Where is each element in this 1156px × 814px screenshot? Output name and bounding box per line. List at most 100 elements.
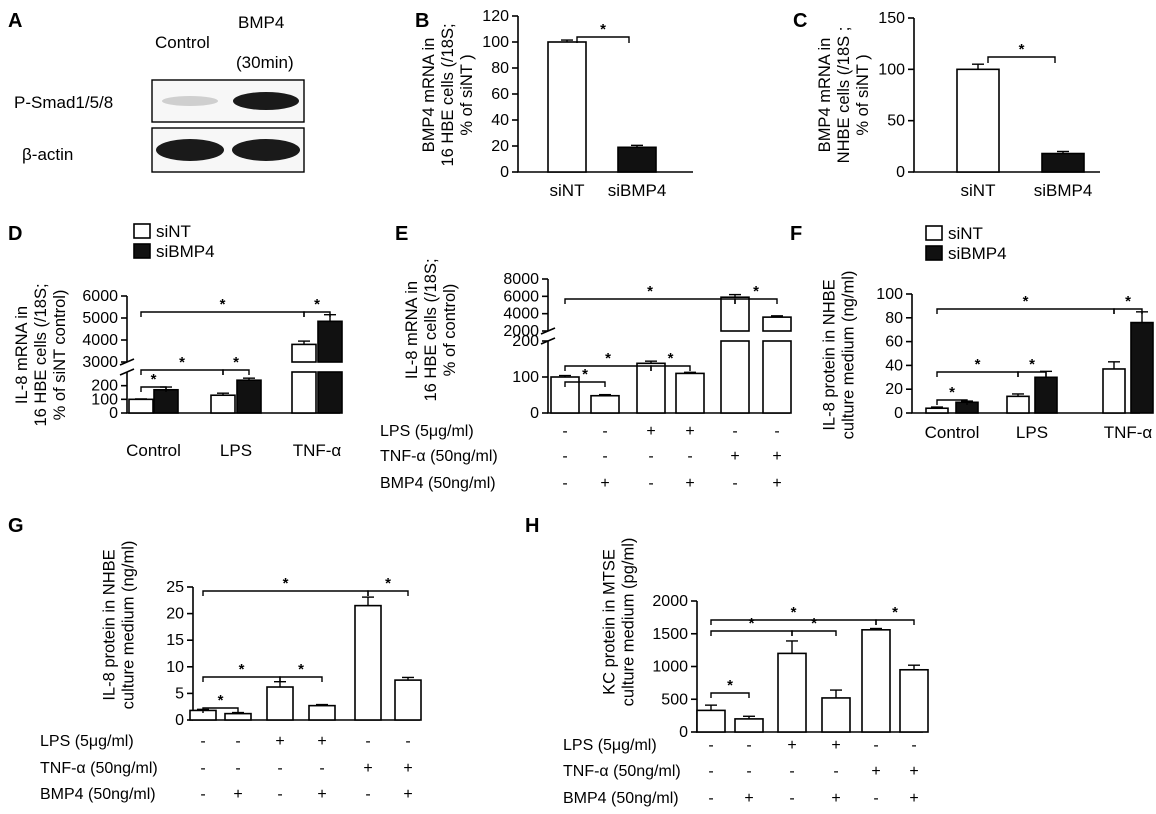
x-label-C-1: siNT — [961, 181, 996, 200]
panel-b-chart: B BMP4 mRNA in 16 HBE cells (/18S;% of siN… — [415, 8, 693, 200]
sig-bracket-D-3-star: * — [233, 354, 239, 371]
sig-bracket-D-4-star: * — [220, 296, 226, 313]
panel-f-chart: F IL-8 protein in NHBE culture medium (ng/… — [790, 223, 1154, 442]
condition-sign-E-3-4: + — [685, 475, 694, 492]
y-tick-label-G-5: 5 — [175, 685, 184, 702]
bar-C-1 — [956, 68, 1000, 173]
bar-F-TNF-α-siBMP4 — [1130, 321, 1154, 414]
condition-sign-E-2-2: - — [602, 448, 607, 465]
y-tick-label-D-3000: 3000 — [82, 354, 118, 371]
bar-H-1 — [696, 709, 726, 733]
sig-bracket-D-1 — [140, 386, 167, 392]
sig-bracket-G-1-star: * — [218, 692, 224, 709]
y-tick-label-H-0: 0 — [679, 724, 688, 741]
bar-D-Control-siBMP4 — [153, 388, 179, 414]
y-tick-label-F-20: 20 — [885, 381, 903, 398]
condition-sign-H-3-1: - — [708, 790, 713, 807]
y-tick-label-E-2000: 2000 — [503, 323, 539, 340]
y-tick-label-B-20: 20 — [491, 138, 509, 155]
y-axis-label-H-line-2: culture medium (pg/ml) — [620, 538, 638, 707]
bar-E-5-lower — [720, 340, 750, 414]
sig-bracket-E-1 — [564, 381, 606, 387]
sig-bracket-E-4-star: * — [647, 283, 653, 300]
condition-sign-G-1-5: - — [365, 733, 370, 750]
condition-label-H-3: BMP4 (50ng/ml) — [563, 790, 679, 807]
condition-sign-H-2-5: + — [871, 763, 880, 780]
condition-sign-E-1-2: - — [602, 423, 607, 440]
y-tick-label-D-200: 200 — [91, 378, 118, 395]
sig-bracket-F-5 — [1113, 308, 1143, 314]
x-label-F-2: LPS — [1016, 423, 1048, 442]
bar-B-1 — [547, 41, 587, 173]
axes-G — [192, 587, 420, 721]
condition-label-H-1: LPS (5μg/ml) — [563, 737, 657, 754]
condition-sign-G-1-4: + — [317, 733, 326, 750]
y-tick-label-D-4000: 4000 — [82, 332, 118, 349]
y-tick-label-E-100: 100 — [512, 369, 539, 386]
sig-bracket-H-1-star: * — [727, 677, 733, 694]
bar-D-LPS-siBMP4 — [236, 379, 262, 414]
bar-G-2 — [224, 712, 252, 721]
y-tick-label-G-15: 15 — [166, 632, 184, 649]
y-axis-label-D-line-2: 16 HBE cells (/18S; — [32, 283, 50, 426]
y-axis-label-E-line-2: 16 HBE cells (/18S; — [422, 258, 440, 401]
panel-letter-a: A — [8, 10, 22, 32]
legend-label-D-2: siBMP4 — [156, 242, 215, 261]
bar-G-6 — [394, 679, 422, 721]
condition-sign-G-3-5: - — [365, 786, 370, 803]
sig-bracket-G-5 — [367, 590, 409, 596]
y-tick-label-B-120: 120 — [482, 8, 509, 25]
bar-D-TNF-α-siBMP4-lower — [317, 371, 343, 414]
legend-swatch-F-2 — [925, 245, 943, 261]
condition-sign-H-1-2: - — [746, 737, 751, 754]
condition-sign-G-3-2: + — [233, 786, 242, 803]
sig-bracket-D-1-star: * — [151, 371, 157, 388]
condition-sign-H-3-5: - — [873, 790, 878, 807]
y-tick-label-F-60: 60 — [885, 334, 903, 351]
sig-bracket-G-2-star: * — [239, 661, 245, 678]
panel-letter-h: H — [525, 515, 539, 537]
x-label-D-2: LPS — [220, 441, 252, 460]
legend-swatch-D-2 — [133, 243, 151, 259]
sig-bracket-H-3 — [791, 630, 837, 636]
condition-label-E-3: BMP4 (50ng/ml) — [380, 475, 496, 492]
x-label-F-1: Control — [925, 423, 980, 442]
blot-row-psmad: P-Smad1/5/8 — [14, 93, 113, 112]
condition-label-H-2: TNF-α (50ng/ml) — [563, 763, 681, 780]
y-tick-label-F-0: 0 — [894, 405, 903, 422]
condition-sign-E-2-3: - — [648, 448, 653, 465]
bar-G-3 — [266, 686, 294, 721]
condition-sign-E-1-5: - — [732, 423, 737, 440]
condition-sign-G-3-3: - — [277, 786, 282, 803]
sig-bracket-G-3-star: * — [298, 661, 304, 678]
y-tick-label-C-0: 0 — [896, 164, 905, 181]
x-label-D-1: Control — [126, 441, 181, 460]
bar-G-4 — [308, 704, 336, 721]
panel-letter-e: E — [395, 223, 408, 245]
y-tick-label-D-5000: 5000 — [82, 310, 118, 327]
sig-bracket-D-5-star: * — [314, 296, 320, 313]
condition-sign-E-3-5: - — [732, 475, 737, 492]
sig-bracket-F-4-star: * — [1023, 293, 1029, 310]
axes-B — [517, 16, 693, 173]
condition-sign-G-1-3: + — [275, 733, 284, 750]
bar-H-3 — [777, 652, 807, 733]
y-tick-label-E-8000: 8000 — [503, 271, 539, 288]
condition-sign-G-1-6: - — [405, 733, 410, 750]
condition-sign-H-1-6: - — [911, 737, 916, 754]
y-tick-label-E-0: 0 — [530, 405, 539, 422]
blot-col-bmp4-time: (30min) — [236, 53, 294, 72]
sig-bracket-F-1 — [936, 399, 968, 405]
sig-bracket-H-3-star: * — [811, 615, 817, 632]
condition-label-E-1: LPS (5μg/ml) — [380, 423, 474, 440]
y-axis-label-G-line-1: IL-8 protein in NHBE — [101, 549, 119, 700]
condition-sign-H-2-3: - — [789, 763, 794, 780]
sig-bracket-E-1-star: * — [582, 366, 588, 383]
condition-label-G-2: TNF-α (50ng/ml) — [40, 760, 158, 777]
sig-bracket-F-2-star: * — [975, 356, 981, 373]
x-label-B-2: siBMP4 — [608, 181, 667, 200]
y-tick-label-C-150: 150 — [878, 10, 905, 27]
condition-sign-H-1-5: - — [873, 737, 878, 754]
condition-sign-G-1-1: - — [200, 733, 205, 750]
